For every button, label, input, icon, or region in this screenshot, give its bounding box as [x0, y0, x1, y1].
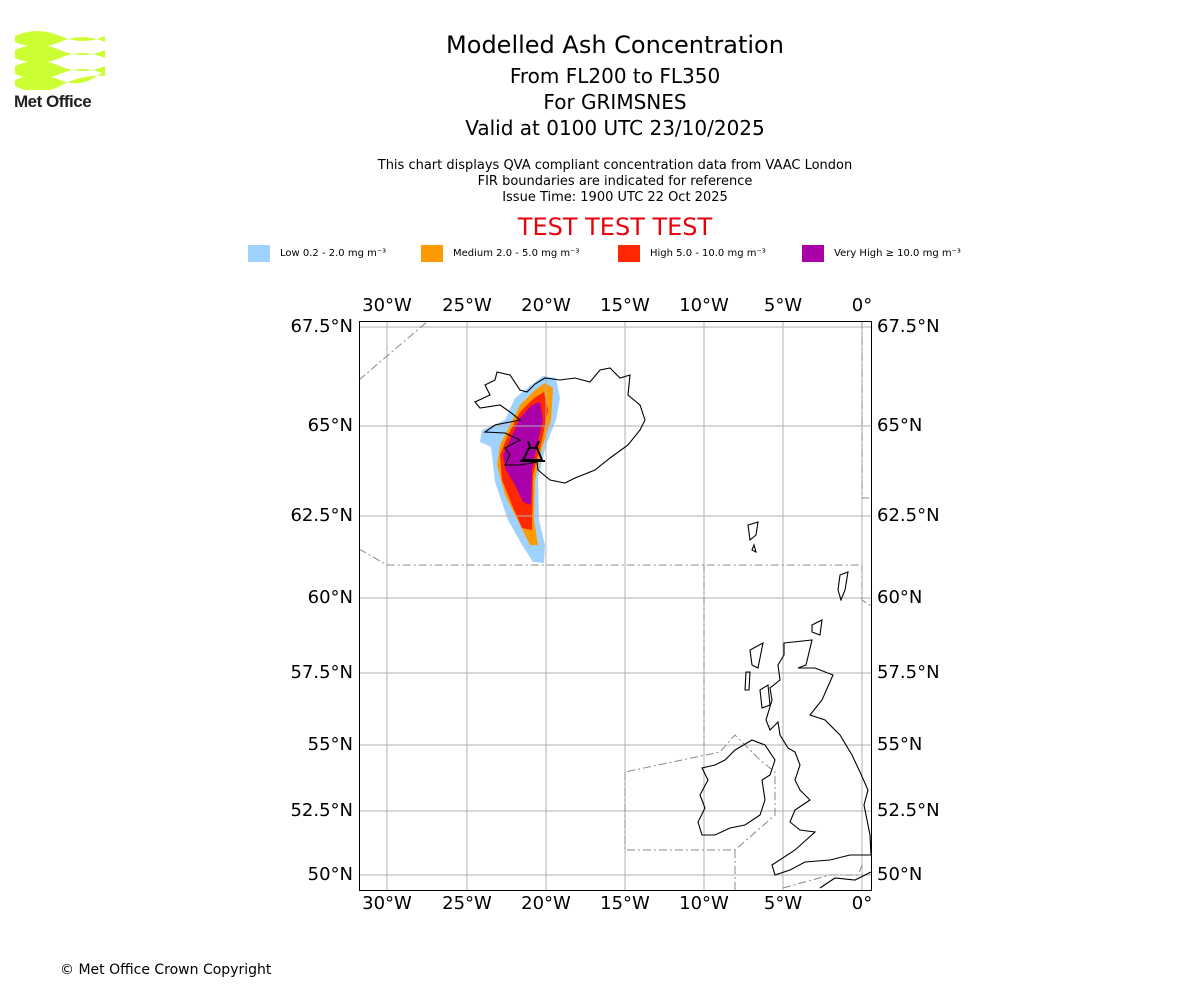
legend-swatch: [421, 244, 443, 262]
volcano-name: For GRIMSNES: [543, 90, 687, 114]
ash-very-high: [503, 402, 543, 505]
lon-label-bottom: 10°W: [679, 893, 729, 914]
lat-label-right: 67.5°N: [877, 316, 940, 337]
legend-swatch: [802, 244, 824, 262]
orkney-coast: [811, 619, 823, 636]
subtitle-line-1: This chart displays QVA compliant concen…: [377, 158, 853, 173]
hebrides-coast: [744, 641, 771, 709]
logo-text: Met Office: [14, 92, 92, 111]
lon-label-bottom: 0°: [851, 893, 873, 914]
lat-label-right: 52.5°N: [877, 800, 940, 821]
legend-label: High 5.0 - 10.0 mg m⁻³: [650, 247, 766, 259]
chart-title: Modelled Ash Concentration: [446, 31, 784, 59]
map-frame: [359, 321, 872, 891]
lat-label-right: 50°N: [877, 864, 923, 885]
shetland-coast: [837, 571, 849, 602]
flight-levels: From FL200 to FL350: [509, 64, 721, 88]
legend-item-low: Low 0.2 - 2.0 mg m⁻³: [248, 244, 386, 262]
lon-label-bottom: 30°W: [362, 893, 412, 914]
lon-label-top: 25°W: [442, 295, 492, 316]
valid-time: Valid at 0100 UTC 23/10/2025: [465, 116, 765, 140]
iceland-coast: [474, 367, 646, 484]
lon-label-top: 15°W: [600, 295, 650, 316]
copyright-notice: © Met Office Crown Copyright: [60, 962, 272, 978]
legend-label: Low 0.2 - 2.0 mg m⁻³: [280, 247, 387, 259]
great-britain-coast: [765, 639, 872, 876]
lat-label-left: 65°N: [307, 415, 353, 436]
legend-item-high: High 5.0 - 10.0 mg m⁻³: [618, 244, 766, 262]
test-banner: TEST TEST TEST: [517, 213, 713, 241]
lat-label-left: 60°N: [307, 587, 353, 608]
volcano-icon: [520, 440, 545, 462]
lat-label-left: 62.5°N: [290, 505, 353, 526]
lat-label-right: 65°N: [877, 415, 923, 436]
subtitle-line-2: FIR boundaries are indicated for referen…: [477, 174, 753, 189]
legend-item-medium: Medium 2.0 - 5.0 mg m⁻³: [421, 244, 579, 262]
lon-label-bottom: 15°W: [600, 893, 650, 914]
fir-boundaries: [358, 320, 872, 890]
faroe-coast: [747, 521, 759, 554]
france-coast: [819, 871, 872, 889]
coastlines: [474, 367, 872, 889]
lon-label-bottom: 5°W: [763, 893, 803, 914]
lon-label-top: 5°W: [763, 295, 803, 316]
issue-time: Issue Time: 1900 UTC 22 Oct 2025: [502, 190, 728, 205]
lon-label-top: 20°W: [521, 295, 571, 316]
lat-label-left: 50°N: [307, 864, 353, 885]
lat-label-right: 57.5°N: [877, 662, 940, 683]
lon-label-top: 30°W: [362, 295, 412, 316]
lat-label-left: 57.5°N: [290, 662, 353, 683]
graticule: [359, 321, 871, 890]
legend-item-very-high: Very High ≥ 10.0 mg m⁻³: [802, 244, 961, 262]
ireland-coast: [697, 739, 776, 836]
lat-label-right: 55°N: [877, 734, 923, 755]
legend-label: Very High ≥ 10.0 mg m⁻³: [834, 247, 961, 259]
lon-label-top: 10°W: [679, 295, 729, 316]
lon-label-bottom: 20°W: [521, 893, 571, 914]
lat-label-right: 62.5°N: [877, 505, 940, 526]
lat-label-left: 67.5°N: [290, 316, 353, 337]
legend-swatch: [618, 244, 640, 262]
legend-swatch: [248, 244, 270, 262]
lat-label-right: 60°N: [877, 587, 923, 608]
met-office-logo: [12, 30, 108, 94]
lat-label-left: 55°N: [307, 734, 353, 755]
lon-label-bottom: 25°W: [442, 893, 492, 914]
lat-label-left: 52.5°N: [290, 800, 353, 821]
legend-label: Medium 2.0 - 5.0 mg m⁻³: [453, 247, 580, 259]
lon-label-top: 0°: [851, 295, 873, 316]
ash-concentration-layer: [480, 376, 560, 563]
